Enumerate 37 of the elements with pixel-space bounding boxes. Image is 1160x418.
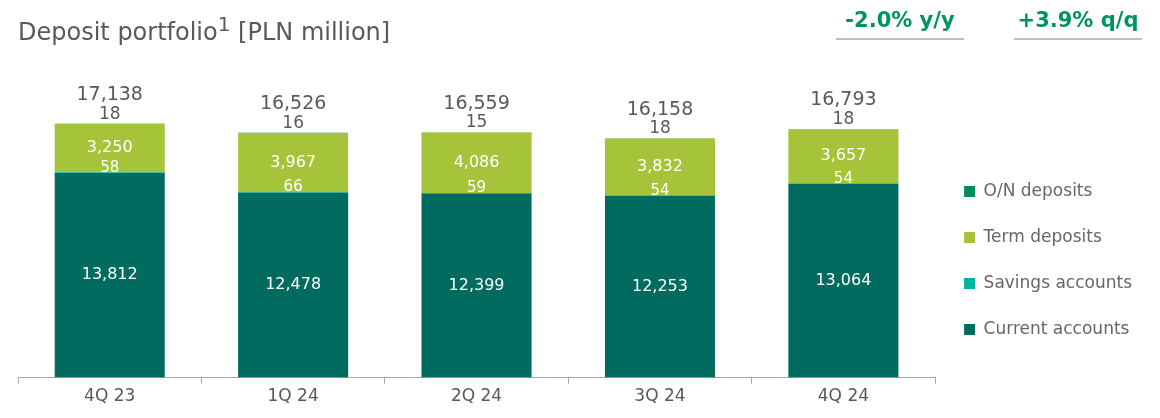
data-label: 15 [465, 111, 488, 132]
total-label: 16,559 [443, 90, 510, 113]
data-label: 16 [282, 111, 304, 132]
text: -2.0% y/y [836, 8, 964, 40]
total-label: 16,526 [259, 91, 327, 114]
legend-label: Current accounts [983, 317, 1130, 338]
data-label: 3,832 [637, 156, 683, 176]
total-label: 17,138 [76, 82, 143, 105]
text: +3.9% q/q [1014, 8, 1142, 40]
x-tick-label: 4Q 24 [817, 385, 870, 406]
data-label: 18 [98, 102, 121, 123]
data-label: 18 [649, 117, 671, 138]
data-label: 3,967 [270, 151, 317, 171]
data-label: 58 [100, 157, 120, 176]
data-label: 12,478 [265, 274, 322, 294]
data-label: 13,064 [815, 270, 872, 290]
data-label: 54 [650, 180, 670, 199]
x-tick-label: 2Q 24 [450, 385, 503, 406]
data-label: 3,657 [820, 145, 867, 165]
legend-label: Savings accounts [983, 271, 1133, 292]
data-label: 66 [283, 177, 303, 196]
data-label: 12,253 [631, 276, 688, 296]
total-label: 16,158 [626, 96, 694, 119]
data-label: 4,086 [453, 151, 500, 171]
legend-label: Term deposits [982, 225, 1102, 246]
chart-title: Deposit portfolio$^{1}$ [PLN million] [17, 11, 391, 46]
x-tick-label: 3Q 24 [634, 385, 686, 406]
data-label: 59 [467, 178, 487, 197]
x-tick-label: 4Q 23 [84, 385, 136, 406]
data-label: 13,812 [81, 264, 138, 284]
data-label: 18 [832, 107, 855, 128]
data-label: 12,399 [448, 274, 505, 294]
data-label: 54 [833, 168, 853, 187]
data-label: 3,250 [86, 137, 133, 157]
x-tick-label: 1Q 24 [267, 385, 319, 406]
total-label: 16,793 [810, 87, 877, 110]
legend-label: O/N deposits [983, 179, 1093, 200]
